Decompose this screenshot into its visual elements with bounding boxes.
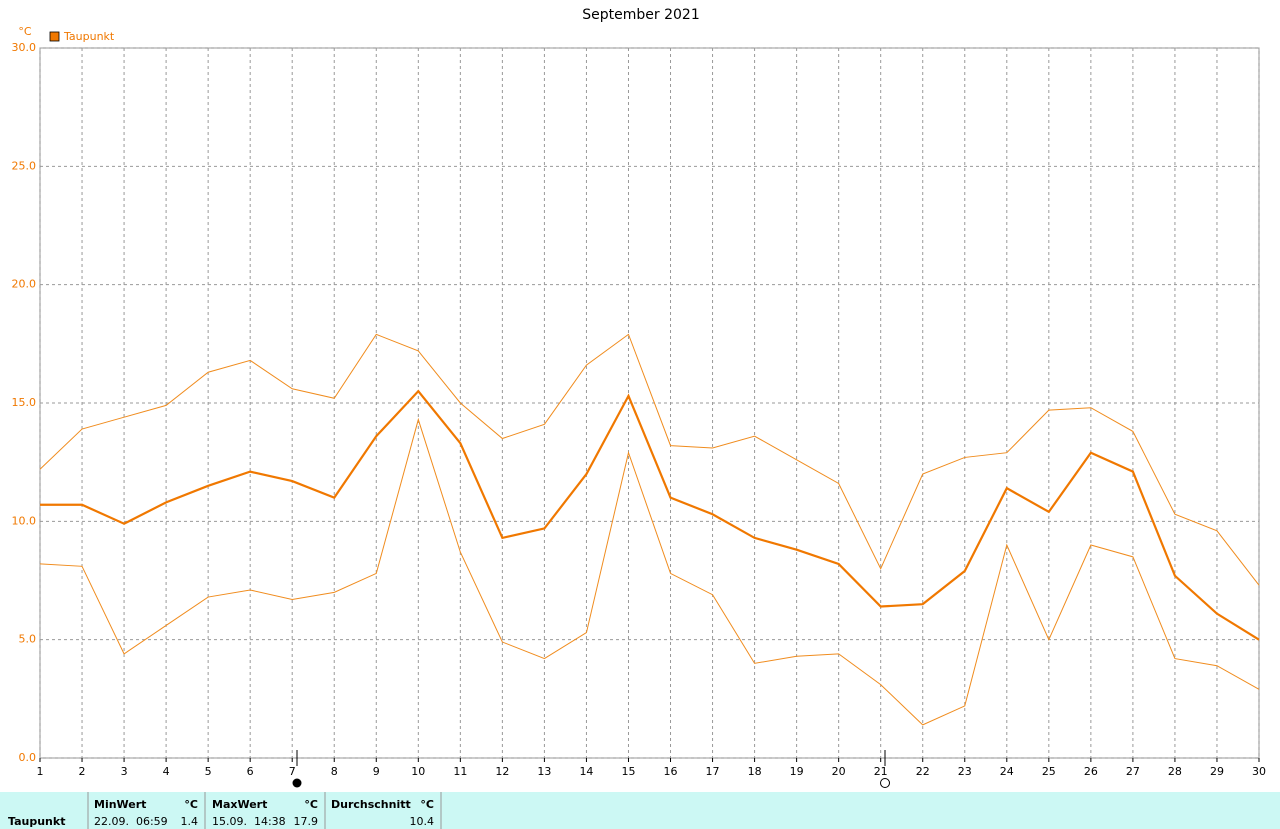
y-tick-label: 10.0 <box>12 514 37 527</box>
x-tick-label: 18 <box>748 765 762 778</box>
x-tick-label: 8 <box>331 765 338 778</box>
x-tick-label: 27 <box>1126 765 1140 778</box>
y-tick-label: 15.0 <box>12 396 37 409</box>
x-tick-label: 16 <box>664 765 678 778</box>
min-time: 22.09. 06:59 <box>94 815 168 828</box>
x-tick-label: 3 <box>121 765 128 778</box>
x-tick-label: 5 <box>205 765 212 778</box>
y-tick-label: 25.0 <box>12 159 37 172</box>
series-line <box>40 389 1260 641</box>
chart-title: September 2021 <box>582 7 699 23</box>
y-tick-label: 20.0 <box>12 278 37 291</box>
x-tick-label: 11 <box>453 765 467 778</box>
x-tick-label: 24 <box>1000 765 1014 778</box>
summary-panel <box>0 792 1280 829</box>
x-tick-label: 30 <box>1252 765 1266 778</box>
x-tick-label: 19 <box>790 765 804 778</box>
y-tick-label: 30.0 <box>12 41 37 54</box>
x-tick-label: 14 <box>579 765 593 778</box>
x-tick-label: 12 <box>495 765 509 778</box>
legend: Taupunkt <box>49 30 115 43</box>
x-tick-label: 4 <box>163 765 170 778</box>
min-value: 1.4 <box>181 815 199 828</box>
full-moon-icon <box>880 778 890 788</box>
legend-swatch <box>49 31 60 42</box>
legend-label: Taupunkt <box>63 30 115 43</box>
x-tick-label: 21 <box>874 765 888 778</box>
x-tick-label: 17 <box>706 765 720 778</box>
max-value: 17.9 <box>294 815 319 828</box>
grid: 0.05.010.015.020.025.030.01 2 3 4 5 6 7 8 9 10 11 1… <box>12 41 1267 778</box>
x-tick-label: 23 <box>958 765 972 778</box>
x-tick-label: 13 <box>537 765 551 778</box>
header: MinWert <box>94 798 146 811</box>
x-tick-label: 28 <box>1168 765 1182 778</box>
x-tick-label: 1 <box>37 765 44 778</box>
row-label: Taupunkt <box>8 815 65 828</box>
range-line <box>39 417 1260 726</box>
x-tick-label: 26 <box>1084 765 1098 778</box>
x-tick-label: 7 <box>289 765 296 778</box>
x-tick-label: 20 <box>832 765 846 778</box>
lines <box>39 333 1260 726</box>
y-tick-label: 0.0 <box>19 751 37 764</box>
x-tick-label: 2 <box>79 765 86 778</box>
x-tick-label: 25 <box>1042 765 1056 778</box>
x-tick-label: 22 <box>916 765 930 778</box>
header: MaxWert <box>212 798 267 811</box>
average-value: 10.4 <box>410 815 435 828</box>
header: Durchschnitt <box>331 798 411 811</box>
x-tick-label: 10 <box>411 765 425 778</box>
range-line <box>39 333 1260 586</box>
max-time: 15.09. 14:38 <box>212 815 286 828</box>
x-tick-label: 15 <box>621 765 635 778</box>
new-moon-icon <box>292 778 302 788</box>
y-tick-label: 5.0 <box>19 633 37 646</box>
y-axis-label: °C <box>18 25 32 38</box>
header-unit: °C <box>420 798 434 811</box>
x-tick-label: 29 <box>1210 765 1224 778</box>
header-unit: °C <box>184 798 198 811</box>
x-tick-label: 6 <box>247 765 254 778</box>
x-tick-label: 9 <box>373 765 380 778</box>
header-unit: °C <box>304 798 318 811</box>
table-separators <box>87 792 442 829</box>
